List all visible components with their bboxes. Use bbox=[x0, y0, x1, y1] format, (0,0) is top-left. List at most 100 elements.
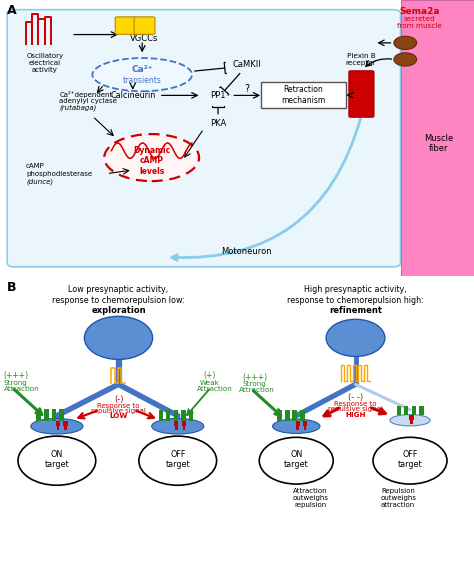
Bar bbox=[158, 410, 163, 421]
FancyBboxPatch shape bbox=[134, 17, 155, 35]
Circle shape bbox=[326, 319, 385, 357]
Text: VGCCs: VGCCs bbox=[130, 34, 159, 43]
Text: Calcineurin: Calcineurin bbox=[110, 91, 155, 100]
Text: HIGH: HIGH bbox=[345, 412, 366, 418]
Text: exploration: exploration bbox=[91, 306, 146, 315]
Text: (+++): (+++) bbox=[243, 373, 268, 382]
Bar bbox=[404, 406, 409, 415]
Text: High presynaptic activity,: High presynaptic activity, bbox=[304, 286, 407, 294]
Text: Weak: Weak bbox=[200, 380, 220, 386]
Bar bbox=[174, 410, 178, 421]
Circle shape bbox=[394, 53, 417, 66]
Text: Ca²⁺dependent: Ca²⁺dependent bbox=[59, 90, 112, 97]
Ellipse shape bbox=[31, 418, 83, 434]
Text: Motoneuron: Motoneuron bbox=[221, 247, 272, 256]
Ellipse shape bbox=[104, 134, 199, 181]
Bar bbox=[292, 410, 297, 421]
Text: refinement: refinement bbox=[329, 306, 382, 315]
Text: response to chemorepulsion low:: response to chemorepulsion low: bbox=[52, 296, 185, 305]
Text: (-): (-) bbox=[114, 395, 123, 404]
Bar bbox=[296, 421, 300, 426]
Text: ON
target: ON target bbox=[45, 450, 69, 469]
Circle shape bbox=[259, 437, 333, 484]
Text: PKA: PKA bbox=[210, 119, 226, 127]
Bar bbox=[56, 421, 60, 426]
Bar bbox=[57, 422, 59, 430]
Circle shape bbox=[18, 436, 96, 485]
Text: (dunce): (dunce) bbox=[26, 178, 53, 185]
Text: OFF
target: OFF target bbox=[165, 450, 190, 469]
Bar bbox=[36, 410, 41, 421]
Text: Sema2a: Sema2a bbox=[399, 6, 440, 16]
Text: phosphodiesterase: phosphodiesterase bbox=[26, 170, 92, 177]
Text: transients: transients bbox=[123, 75, 162, 85]
Text: Attraction: Attraction bbox=[197, 386, 232, 392]
Text: CaMKII: CaMKII bbox=[232, 60, 261, 70]
Bar bbox=[285, 410, 290, 421]
Text: repulsive signal: repulsive signal bbox=[91, 408, 146, 414]
Text: Dynamic
cAMP
levels: Dynamic cAMP levels bbox=[133, 146, 170, 176]
Bar bbox=[412, 406, 416, 415]
Text: repulsive signal: repulsive signal bbox=[328, 406, 383, 412]
Text: (+): (+) bbox=[204, 372, 216, 380]
Bar bbox=[277, 410, 282, 421]
Bar bbox=[300, 410, 305, 421]
FancyBboxPatch shape bbox=[7, 10, 401, 267]
Bar bbox=[303, 421, 308, 426]
Bar bbox=[44, 410, 49, 421]
Text: (rutabaga): (rutabaga) bbox=[59, 104, 97, 111]
Text: cAMP: cAMP bbox=[26, 163, 45, 169]
Text: Attraction: Attraction bbox=[239, 387, 275, 393]
Text: (+++): (+++) bbox=[4, 372, 29, 380]
Text: (- -): (- -) bbox=[348, 393, 363, 402]
Bar bbox=[59, 410, 64, 421]
Text: Low presynaptic activity,: Low presynaptic activity, bbox=[68, 286, 169, 294]
Bar bbox=[64, 422, 66, 430]
FancyBboxPatch shape bbox=[349, 71, 374, 118]
Text: LOW: LOW bbox=[109, 414, 128, 419]
Text: Attraction: Attraction bbox=[4, 386, 39, 392]
Ellipse shape bbox=[152, 418, 204, 434]
FancyBboxPatch shape bbox=[261, 82, 346, 108]
Text: Plexin B
receptor: Plexin B receptor bbox=[346, 54, 376, 66]
Circle shape bbox=[373, 437, 447, 484]
Text: Response to: Response to bbox=[97, 403, 140, 408]
Text: Repulsion
outweighs
attraction: Repulsion outweighs attraction bbox=[380, 488, 416, 507]
Text: Ca²⁺: Ca²⁺ bbox=[131, 65, 153, 74]
Bar bbox=[64, 421, 67, 426]
Text: Strong: Strong bbox=[243, 381, 266, 387]
Ellipse shape bbox=[273, 419, 320, 433]
Circle shape bbox=[394, 36, 417, 50]
Bar bbox=[189, 410, 193, 421]
Text: secreted
from muscle: secreted from muscle bbox=[397, 16, 442, 29]
Text: ON
target: ON target bbox=[284, 450, 309, 469]
Ellipse shape bbox=[390, 415, 430, 426]
Circle shape bbox=[84, 316, 153, 359]
Text: Oscillatory
electrical
activity: Oscillatory electrical activity bbox=[27, 52, 64, 73]
Ellipse shape bbox=[92, 58, 192, 91]
Bar bbox=[182, 421, 186, 426]
Bar bbox=[166, 410, 171, 421]
Text: Retraction
mechanism: Retraction mechanism bbox=[281, 85, 326, 105]
Text: ?: ? bbox=[244, 84, 249, 94]
Bar bbox=[182, 410, 186, 421]
Bar bbox=[175, 422, 178, 430]
Bar bbox=[174, 421, 178, 426]
Circle shape bbox=[139, 436, 217, 485]
Text: Response to: Response to bbox=[334, 401, 377, 407]
Bar bbox=[304, 422, 306, 430]
Bar bbox=[419, 406, 424, 415]
Text: A: A bbox=[7, 4, 17, 17]
FancyBboxPatch shape bbox=[115, 17, 136, 35]
Text: Strong: Strong bbox=[4, 380, 27, 386]
Text: PP1: PP1 bbox=[210, 91, 226, 100]
Text: response to chemorepulsion high:: response to chemorepulsion high: bbox=[287, 296, 424, 305]
Text: Muscle
fiber: Muscle fiber bbox=[424, 134, 453, 153]
Bar bbox=[52, 410, 56, 421]
Text: OFF
target: OFF target bbox=[398, 450, 422, 469]
Text: B: B bbox=[7, 281, 17, 294]
Bar bbox=[297, 422, 299, 430]
Bar bbox=[410, 415, 413, 420]
Bar bbox=[396, 406, 401, 415]
Bar bbox=[401, 0, 474, 276]
